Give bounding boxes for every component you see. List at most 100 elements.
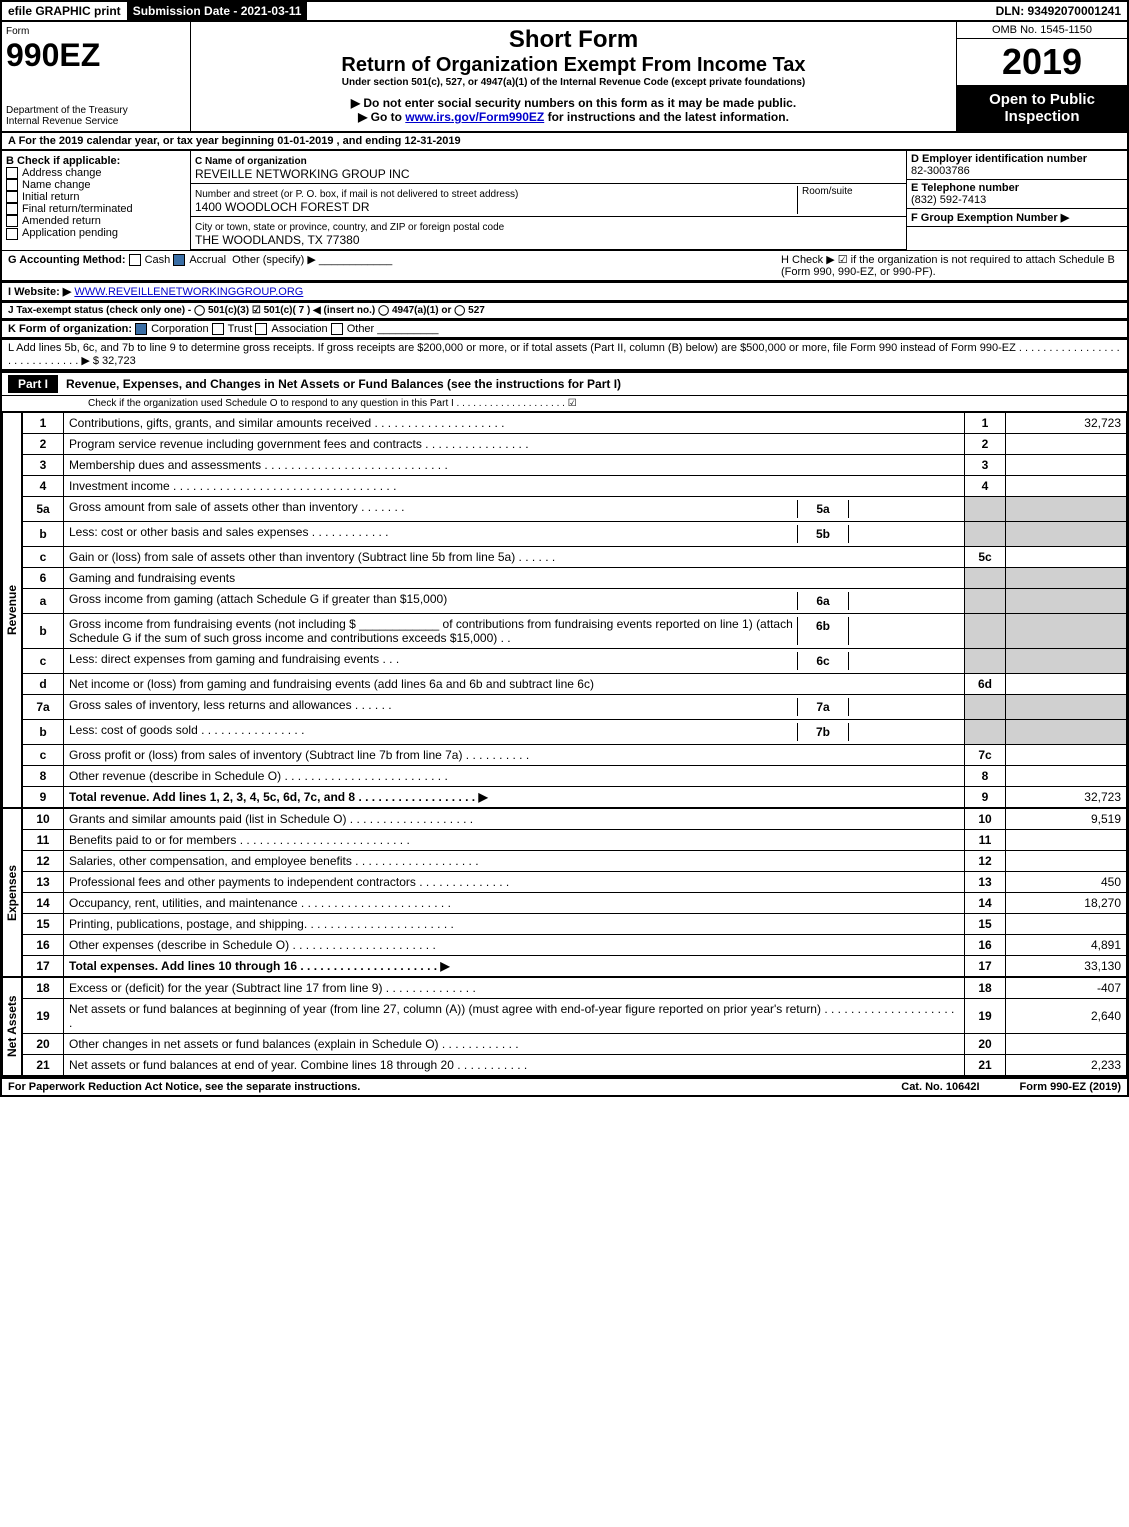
l-text: L Add lines 5b, 6c, and 7b to line 9 to … bbox=[8, 342, 1120, 367]
k-corp[interactable]: Corporation bbox=[151, 323, 208, 335]
line-17-text: Total expenses. Add lines 10 through 16 … bbox=[64, 956, 965, 977]
part1-sub: Check if the organization used Schedule … bbox=[88, 398, 577, 409]
box-def: D Employer identification number 82-3003… bbox=[906, 151, 1127, 250]
opt-amended[interactable]: Amended return bbox=[22, 215, 101, 227]
warning-ssn: ▶ Do not enter social security numbers o… bbox=[195, 96, 952, 110]
line-4-text: Investment income . . . . . . . . . . . … bbox=[64, 476, 965, 497]
line-1-amt: 32,723 bbox=[1006, 413, 1127, 434]
period-row: A For the 2019 calendar year, or tax yea… bbox=[0, 133, 1129, 151]
footer-mid: Cat. No. 10642I bbox=[901, 1081, 979, 1093]
g-label: G Accounting Method: bbox=[8, 254, 126, 266]
dln-label: DLN: 93492070001241 bbox=[990, 2, 1127, 20]
irs-link[interactable]: www.irs.gov/Form990EZ bbox=[405, 110, 544, 124]
k-label: K Form of organization: bbox=[8, 323, 132, 335]
line-7a-text: Gross sales of inventory, less returns a… bbox=[69, 698, 797, 716]
g-accrual[interactable]: Accrual bbox=[189, 254, 226, 266]
city-value: THE WOODLANDS, TX 77380 bbox=[195, 233, 360, 247]
opt-address[interactable]: Address change bbox=[22, 167, 102, 179]
subtitle: Under section 501(c), 527, or 4947(a)(1)… bbox=[195, 77, 952, 88]
line-13-amt: 450 bbox=[1006, 872, 1127, 893]
c-label: C Name of organization bbox=[195, 156, 307, 167]
street-value: 1400 WOODLOCH FOREST DR bbox=[195, 200, 369, 214]
main-title: Return of Organization Exempt From Incom… bbox=[195, 54, 952, 77]
netassets-label: Net Assets bbox=[2, 977, 22, 1076]
tax-year: 2019 bbox=[957, 39, 1127, 85]
org-name: REVEILLE NETWORKING GROUP INC bbox=[195, 167, 409, 181]
part1-badge: Part I bbox=[8, 375, 58, 393]
phone-value: (832) 592-7413 bbox=[911, 194, 986, 206]
k-trust[interactable]: Trust bbox=[228, 323, 253, 335]
row-j: J Tax-exempt status (check only one) - ◯… bbox=[0, 302, 1129, 320]
row-l: L Add lines 5b, 6c, and 7b to line 9 to … bbox=[0, 339, 1129, 371]
d-label: D Employer identification number bbox=[911, 153, 1087, 165]
i-label: I Website: ▶ bbox=[8, 286, 71, 298]
line-10-text: Grants and similar amounts paid (list in… bbox=[64, 809, 965, 830]
line-6a-text: Gross income from gaming (attach Schedul… bbox=[69, 592, 797, 610]
line-3-text: Membership dues and assessments . . . . … bbox=[64, 455, 965, 476]
box-b-title: B Check if applicable: bbox=[6, 155, 186, 167]
header-block: Form 990EZ Department of the Treasury In… bbox=[0, 22, 1129, 133]
e-label: E Telephone number bbox=[911, 182, 1019, 194]
k-other[interactable]: Other bbox=[347, 323, 375, 335]
line-16-text: Other expenses (describe in Schedule O) … bbox=[64, 935, 965, 956]
irs-label: Internal Revenue Service bbox=[6, 116, 186, 127]
line-10-amt: 9,519 bbox=[1006, 809, 1127, 830]
netassets-table: 18Excess or (deficit) for the year (Subt… bbox=[22, 977, 1127, 1076]
revenue-table: 1Contributions, gifts, grants, and simil… bbox=[22, 412, 1127, 808]
g-cash[interactable]: Cash bbox=[145, 254, 171, 266]
line-6-text: Gaming and fundraising events bbox=[64, 568, 965, 589]
footer-left: For Paperwork Reduction Act Notice, see … bbox=[8, 1081, 360, 1093]
street-label: Number and street (or P. O. box, if mail… bbox=[195, 189, 518, 200]
line-14-amt: 18,270 bbox=[1006, 893, 1127, 914]
short-form-title: Short Form bbox=[195, 26, 952, 54]
part1-sub-row: Check if the organization used Schedule … bbox=[0, 396, 1129, 412]
dept-label: Department of the Treasury bbox=[6, 105, 186, 116]
info-grid: B Check if applicable: Address change Na… bbox=[0, 151, 1129, 250]
top-bar: efile GRAPHIC print Submission Date - 20… bbox=[0, 0, 1129, 22]
expenses-label: Expenses bbox=[2, 808, 22, 977]
ein-value: 82-3003786 bbox=[911, 165, 970, 177]
k-assoc[interactable]: Association bbox=[271, 323, 327, 335]
opt-final[interactable]: Final return/terminated bbox=[22, 203, 133, 215]
part1-title: Revenue, Expenses, and Changes in Net As… bbox=[66, 377, 621, 391]
line-19-text: Net assets or fund balances at beginning… bbox=[64, 999, 965, 1034]
line-6c-text: Less: direct expenses from gaming and fu… bbox=[69, 652, 797, 670]
line-7c-text: Gross profit or (loss) from sales of inv… bbox=[64, 745, 965, 766]
h-text: H Check ▶ ☑ if the organization is not r… bbox=[781, 253, 1121, 278]
opt-name[interactable]: Name change bbox=[22, 179, 91, 191]
line-5c-text: Gain or (loss) from sale of assets other… bbox=[64, 547, 965, 568]
line-18-amt: -407 bbox=[1006, 978, 1127, 999]
expenses-table: 10Grants and similar amounts paid (list … bbox=[22, 808, 1127, 977]
j-text: J Tax-exempt status (check only one) - ◯… bbox=[8, 305, 485, 316]
line-9-amt: 32,723 bbox=[1006, 787, 1127, 808]
efile-label: efile GRAPHIC print bbox=[2, 2, 127, 20]
opt-pending[interactable]: Application pending bbox=[22, 227, 118, 239]
line-6b-text: Gross income from fundraising events (no… bbox=[69, 617, 797, 645]
submission-date-button[interactable]: Submission Date - 2021-03-11 bbox=[127, 2, 308, 20]
netassets-section: Net Assets 18Excess or (deficit) for the… bbox=[0, 977, 1129, 1078]
part1-header-row: Part I Revenue, Expenses, and Changes in… bbox=[0, 371, 1129, 396]
form-word: Form bbox=[6, 26, 186, 37]
line-11-text: Benefits paid to or for members . . . . … bbox=[64, 830, 965, 851]
line-13-text: Professional fees and other payments to … bbox=[64, 872, 965, 893]
expenses-section: Expenses 10Grants and similar amounts pa… bbox=[0, 808, 1129, 977]
website-link[interactable]: WWW.REVEILLENETWORKINGGROUP.ORG bbox=[74, 286, 303, 298]
f-label: F Group Exemption Number ▶ bbox=[911, 212, 1069, 224]
line-18-text: Excess or (deficit) for the year (Subtra… bbox=[64, 978, 965, 999]
room-label: Room/suite bbox=[797, 186, 902, 214]
line-15-text: Printing, publications, postage, and shi… bbox=[64, 914, 965, 935]
line-21-amt: 2,233 bbox=[1006, 1055, 1127, 1076]
opt-initial[interactable]: Initial return bbox=[22, 191, 79, 203]
revenue-section: Revenue 1Contributions, gifts, grants, a… bbox=[0, 412, 1129, 808]
open-public-box: Open to Public Inspection bbox=[957, 85, 1127, 131]
row-k: K Form of organization: Corporation Trus… bbox=[0, 320, 1129, 339]
line-6d-text: Net income or (loss) from gaming and fun… bbox=[64, 674, 965, 695]
line-19-amt: 2,640 bbox=[1006, 999, 1127, 1034]
row-i: I Website: ▶ WWW.REVEILLENETWORKINGGROUP… bbox=[0, 282, 1129, 302]
footer-bar: For Paperwork Reduction Act Notice, see … bbox=[0, 1078, 1129, 1097]
line-16-amt: 4,891 bbox=[1006, 935, 1127, 956]
line-14-text: Occupancy, rent, utilities, and maintena… bbox=[64, 893, 965, 914]
line-7b-text: Less: cost of goods sold . . . . . . . .… bbox=[69, 723, 797, 741]
box-b: B Check if applicable: Address change Na… bbox=[2, 151, 191, 250]
g-other[interactable]: Other (specify) ▶ bbox=[232, 254, 316, 266]
